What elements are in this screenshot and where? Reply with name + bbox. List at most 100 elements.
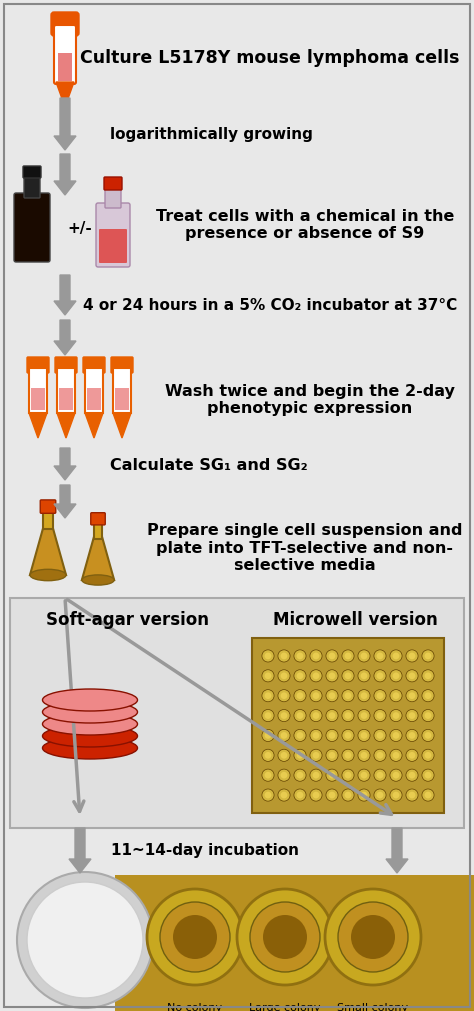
Circle shape [342, 789, 354, 801]
Circle shape [422, 789, 434, 801]
Circle shape [342, 650, 354, 662]
Circle shape [294, 749, 306, 761]
FancyBboxPatch shape [85, 368, 103, 413]
Circle shape [338, 902, 408, 972]
Circle shape [278, 729, 290, 741]
FancyArrow shape [54, 275, 76, 315]
Circle shape [422, 669, 434, 681]
Circle shape [297, 672, 303, 679]
Circle shape [264, 732, 271, 739]
Circle shape [345, 752, 351, 758]
Circle shape [263, 915, 307, 959]
Circle shape [310, 669, 322, 681]
Circle shape [345, 732, 351, 739]
FancyBboxPatch shape [31, 388, 45, 410]
Circle shape [328, 693, 335, 699]
Circle shape [310, 749, 322, 761]
Circle shape [281, 732, 287, 739]
Bar [115, 875, 474, 1011]
Circle shape [409, 693, 415, 699]
Circle shape [358, 690, 370, 702]
Circle shape [358, 710, 370, 722]
Circle shape [345, 771, 351, 778]
Circle shape [422, 650, 434, 662]
Circle shape [262, 729, 274, 741]
FancyArrow shape [69, 828, 91, 874]
Circle shape [425, 792, 431, 799]
Circle shape [377, 752, 383, 758]
Circle shape [409, 752, 415, 758]
Polygon shape [57, 413, 75, 438]
Circle shape [294, 729, 306, 741]
Circle shape [250, 902, 320, 972]
Circle shape [17, 872, 153, 1008]
Circle shape [262, 769, 274, 782]
Circle shape [422, 690, 434, 702]
Circle shape [345, 693, 351, 699]
Bar [43, 511, 53, 530]
Circle shape [328, 752, 335, 758]
Text: Soft-agar version: Soft-agar version [46, 611, 210, 629]
Circle shape [294, 789, 306, 801]
FancyBboxPatch shape [14, 193, 50, 262]
Circle shape [326, 729, 338, 741]
Bar [10, 598, 464, 828]
Circle shape [345, 712, 351, 719]
Circle shape [390, 650, 402, 662]
Circle shape [361, 712, 367, 719]
Circle shape [406, 789, 418, 801]
Circle shape [392, 652, 399, 659]
Ellipse shape [43, 690, 137, 711]
Circle shape [422, 710, 434, 722]
FancyBboxPatch shape [113, 368, 131, 413]
Circle shape [406, 669, 418, 681]
Circle shape [313, 693, 319, 699]
Circle shape [392, 752, 399, 758]
Circle shape [328, 732, 335, 739]
Text: Calculate SG₁ and SG₂: Calculate SG₁ and SG₂ [110, 458, 308, 472]
Circle shape [390, 749, 402, 761]
Circle shape [392, 792, 399, 799]
Circle shape [262, 749, 274, 761]
FancyBboxPatch shape [54, 25, 76, 84]
Circle shape [297, 693, 303, 699]
Circle shape [310, 789, 322, 801]
Circle shape [409, 712, 415, 719]
Circle shape [173, 915, 217, 959]
Circle shape [361, 693, 367, 699]
Circle shape [281, 712, 287, 719]
Circle shape [313, 672, 319, 679]
Circle shape [281, 752, 287, 758]
Circle shape [297, 652, 303, 659]
Circle shape [264, 652, 271, 659]
FancyBboxPatch shape [51, 12, 79, 36]
Circle shape [374, 769, 386, 782]
Circle shape [313, 792, 319, 799]
Circle shape [377, 792, 383, 799]
Circle shape [262, 669, 274, 681]
Circle shape [406, 769, 418, 782]
Circle shape [313, 712, 319, 719]
Circle shape [278, 690, 290, 702]
FancyBboxPatch shape [23, 166, 41, 178]
Circle shape [160, 902, 230, 972]
Circle shape [342, 710, 354, 722]
Circle shape [422, 729, 434, 741]
Circle shape [325, 889, 421, 985]
Circle shape [406, 729, 418, 741]
Circle shape [390, 710, 402, 722]
Circle shape [358, 789, 370, 801]
FancyArrow shape [54, 154, 76, 195]
Text: Culture L5178Y mouse lymphoma cells: Culture L5178Y mouse lymphoma cells [80, 49, 460, 67]
Circle shape [281, 771, 287, 778]
FancyBboxPatch shape [96, 203, 130, 267]
Circle shape [390, 669, 402, 681]
Circle shape [358, 749, 370, 761]
Circle shape [361, 752, 367, 758]
Circle shape [425, 672, 431, 679]
Circle shape [409, 672, 415, 679]
Circle shape [409, 792, 415, 799]
Circle shape [326, 690, 338, 702]
Circle shape [425, 752, 431, 758]
Circle shape [313, 652, 319, 659]
